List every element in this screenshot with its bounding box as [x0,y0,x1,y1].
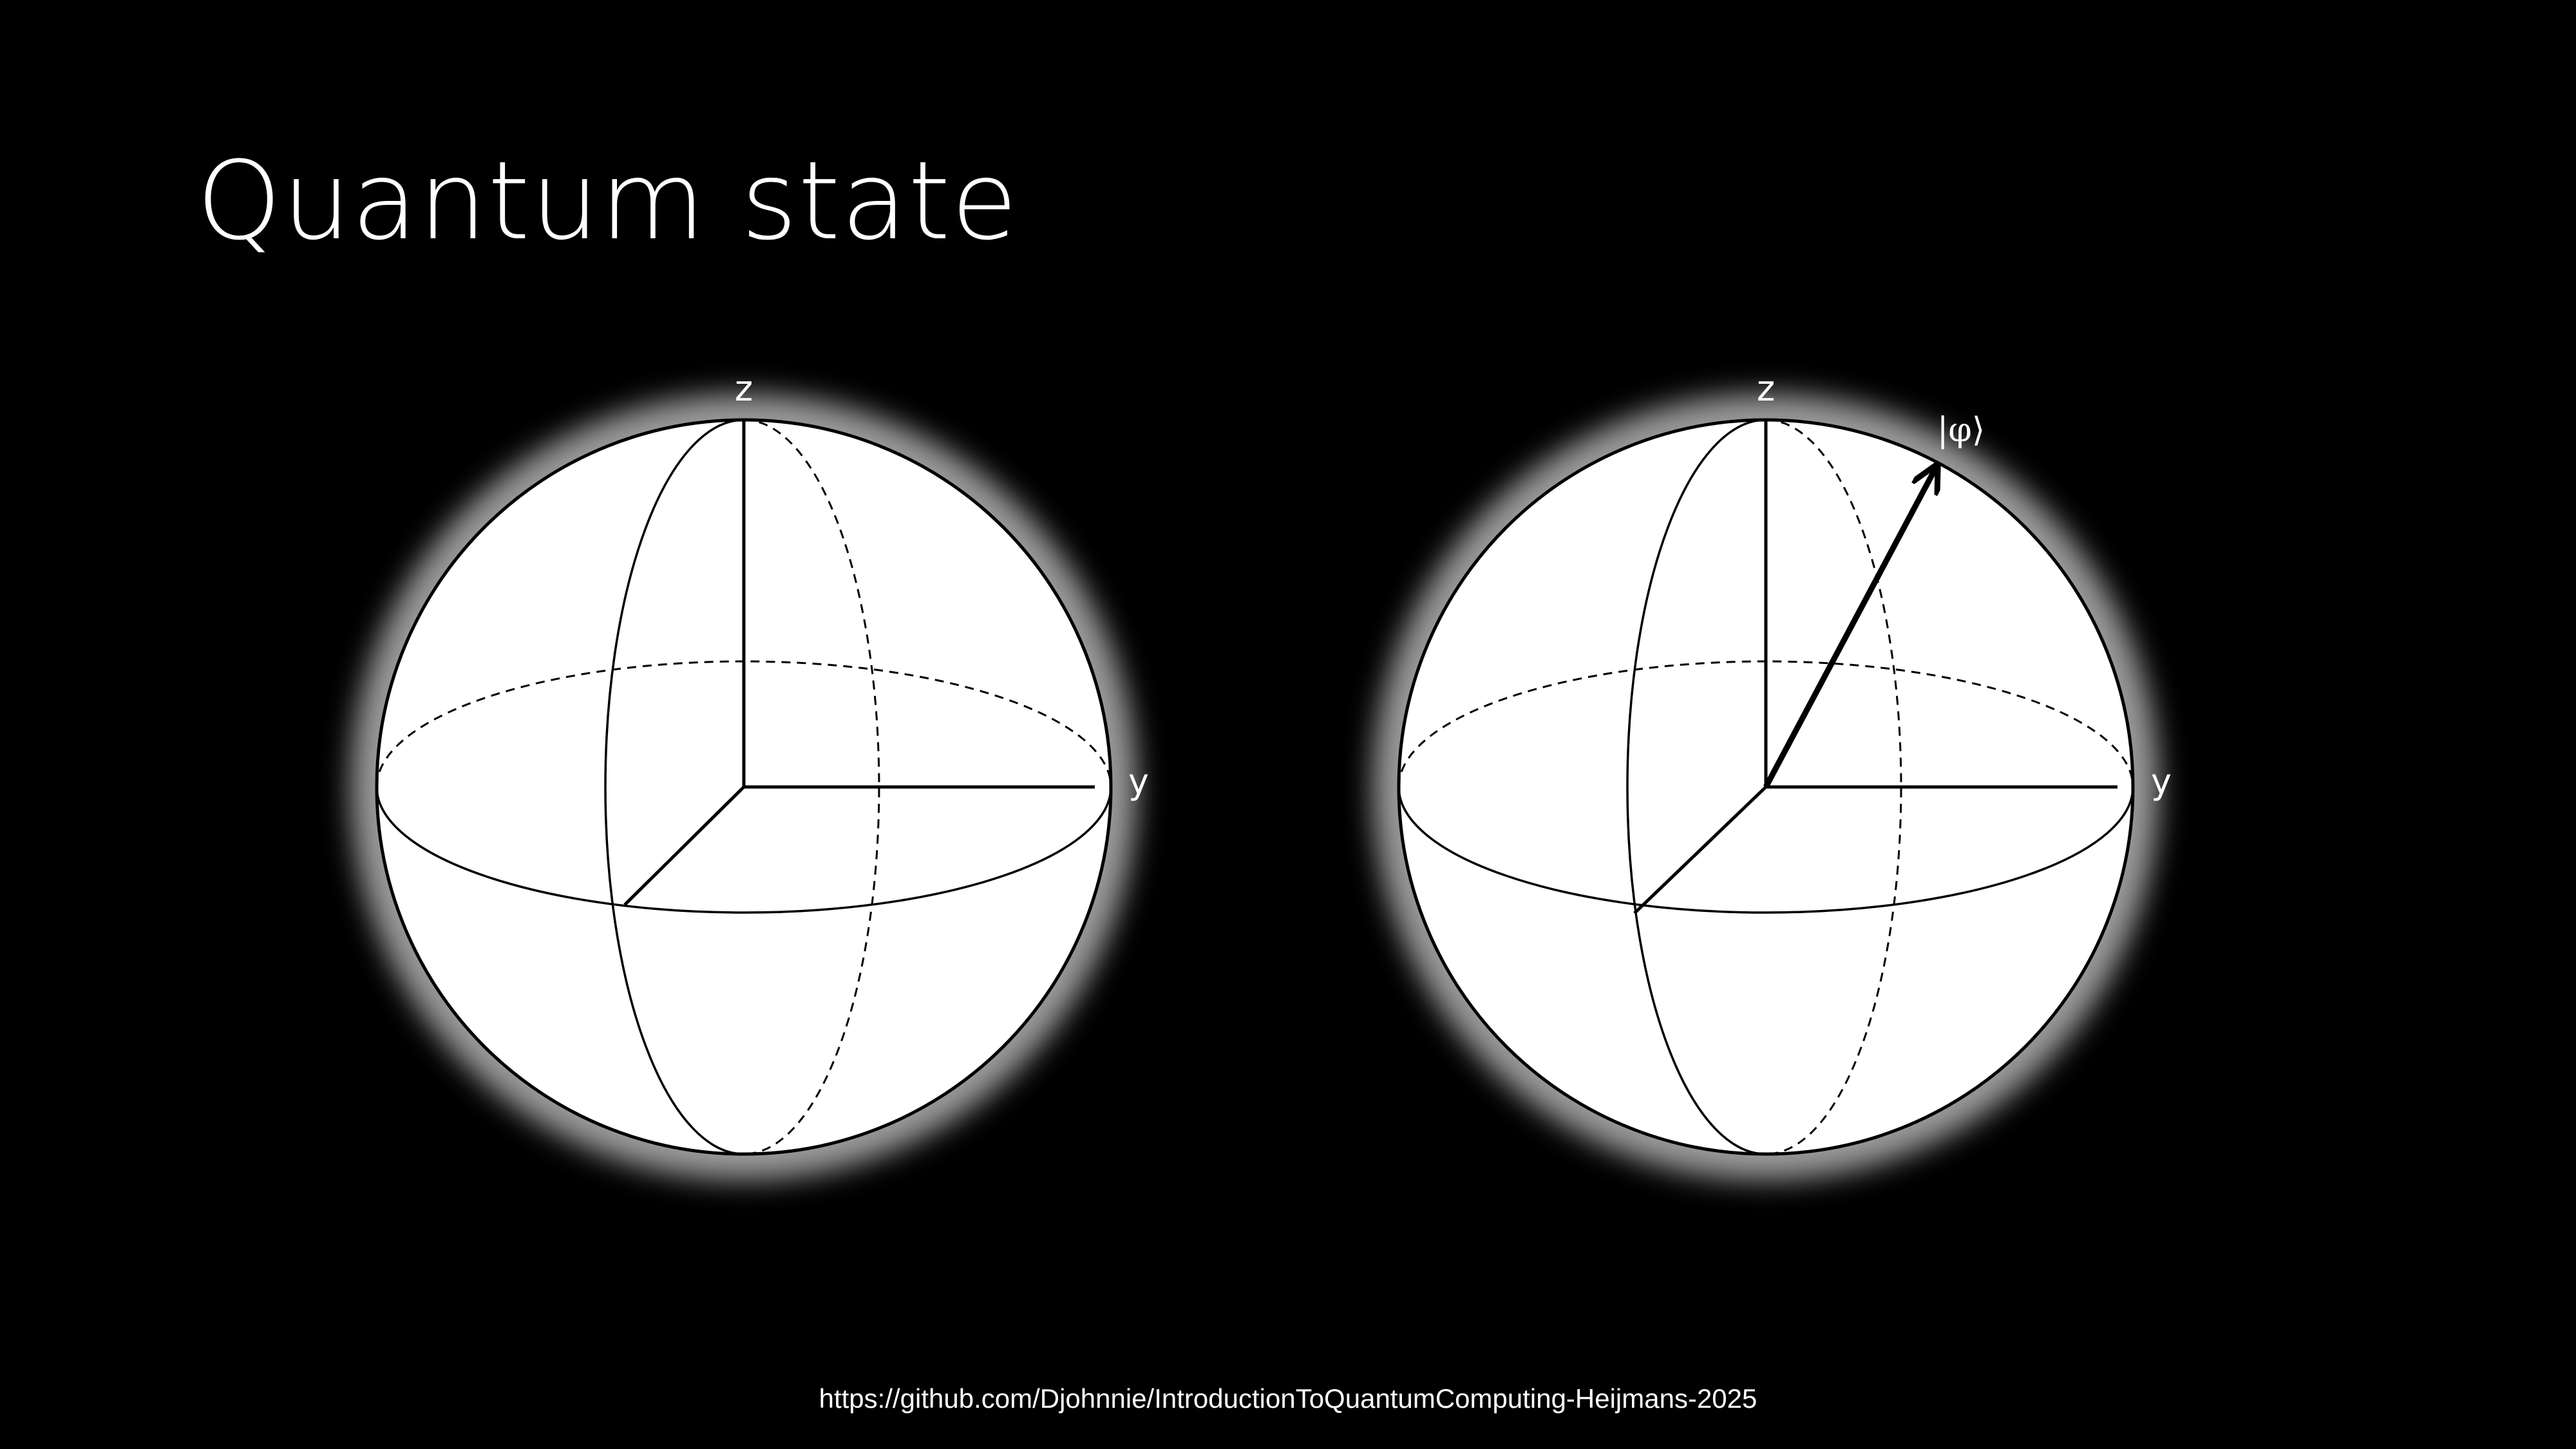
meridian-front [604,419,744,1155]
bloch-sphere-right: z y |φ⟩ [1373,368,2172,1180]
meridian-back [743,419,880,1155]
state-vector-label: |φ⟩ [1937,411,1985,450]
x-axis [1633,786,1767,914]
meridian-back [1765,419,1902,1155]
state-vector-arrow [1763,469,1935,789]
equator-front [375,786,1112,914]
y-axis-label: y [1128,761,1149,802]
z-axis-label: z [1757,368,1775,409]
equator-front [1397,786,2134,914]
z-axis-label: z [735,368,753,409]
source-url: https://github.com/Djohnnie/Introduction… [819,1383,1757,1414]
x-axis [623,786,745,906]
slide-title: Quantum state [196,138,1019,264]
bloch-sphere-left: z y [351,368,1149,1180]
y-axis-label: y [2151,761,2172,802]
meridian-front [1626,419,1766,1155]
